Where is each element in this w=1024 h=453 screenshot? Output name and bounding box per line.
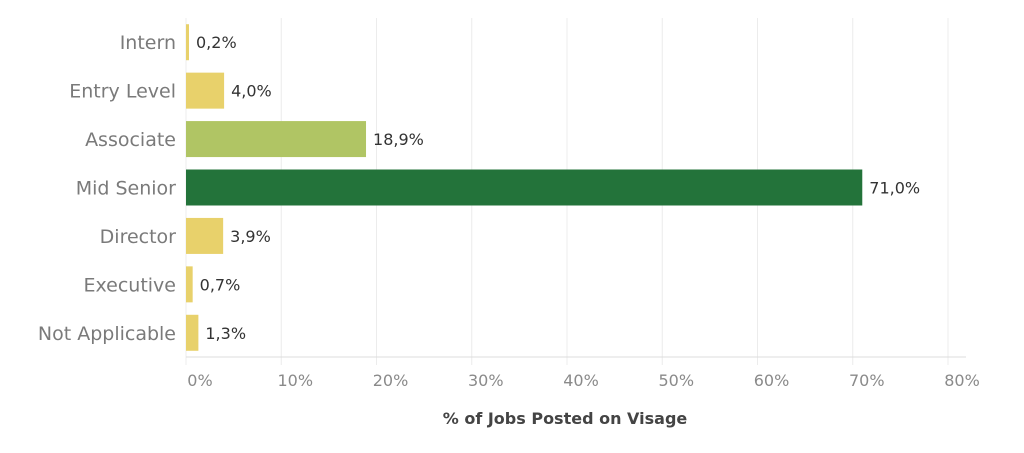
bar	[186, 121, 367, 158]
category-label: Not Applicable	[38, 323, 176, 345]
category-label: Executive	[83, 274, 176, 296]
bar	[186, 266, 193, 303]
category-label: Intern	[120, 32, 176, 54]
x-tick-label: 30%	[468, 371, 504, 390]
x-tick-label: 50%	[658, 371, 694, 390]
x-tick-label: 80%	[944, 371, 980, 390]
x-tick-labels: 0% 10% 20% 30% 40% 50% 60% 70% 80%	[187, 371, 979, 390]
value-label: 1,3%	[205, 324, 246, 343]
category-labels: Intern Entry Level Associate Mid Senior Dire…	[38, 32, 176, 345]
x-tick-label: 10%	[277, 371, 313, 390]
x-tick-label: 60%	[754, 371, 790, 390]
bar	[186, 24, 189, 61]
category-label: Associate	[85, 129, 176, 151]
category-label: Entry Level	[69, 81, 176, 103]
bars	[186, 24, 863, 351]
value-label: 0,7%	[200, 275, 241, 294]
bar	[186, 314, 199, 351]
value-label: 0,2%	[196, 33, 237, 52]
bar	[186, 72, 225, 109]
x-tick-label: 0%	[187, 371, 212, 390]
bar	[186, 169, 863, 206]
x-tick-label: 40%	[563, 371, 599, 390]
value-label: 18,9%	[373, 130, 424, 149]
value-labels: 0,2% 4,0% 18,9% 71,0% 3,9% 0,7% 1,3%	[196, 33, 920, 343]
value-label: 71,0%	[869, 179, 920, 198]
category-label: Mid Senior	[76, 178, 176, 200]
bar	[186, 217, 224, 254]
x-tick-label: 70%	[849, 371, 885, 390]
x-axis-title: % of Jobs Posted on Visage	[443, 409, 688, 428]
value-label: 3,9%	[230, 227, 271, 246]
category-label: Director	[100, 226, 177, 248]
value-label: 4,0%	[231, 82, 272, 101]
x-tick-label: 20%	[373, 371, 409, 390]
